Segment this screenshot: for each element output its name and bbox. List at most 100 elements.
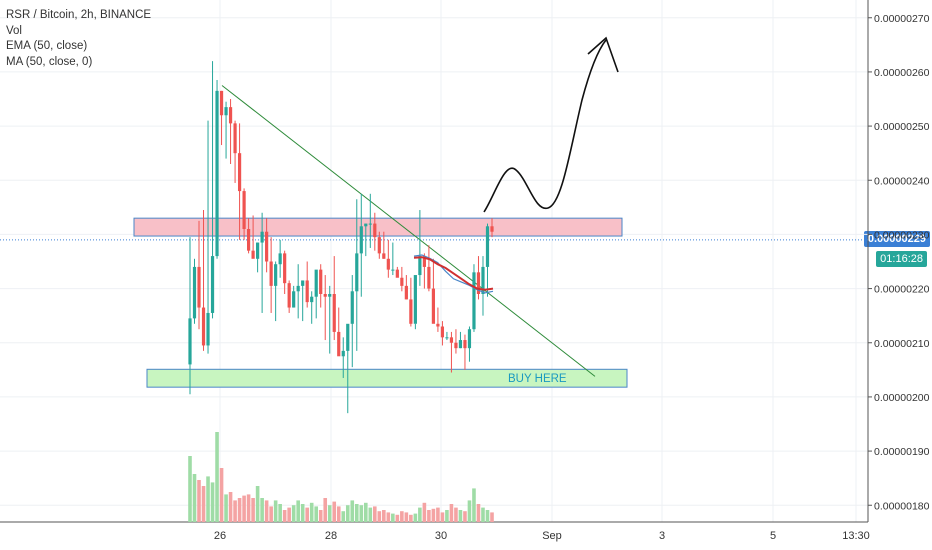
x-tick-label: 26: [214, 530, 226, 542]
volume-bar: [458, 510, 463, 522]
candle-body: [265, 231, 269, 262]
volume-bar: [336, 506, 341, 522]
volume-bar: [476, 504, 481, 522]
volume-bar: [449, 504, 454, 522]
volume-bar: [368, 507, 373, 522]
volume-bar: [206, 476, 210, 522]
volume-bar: [382, 510, 386, 522]
candle-body: [228, 107, 233, 124]
volume-bar: [251, 498, 255, 522]
volume-bar: [431, 508, 436, 522]
candle-body: [292, 291, 296, 308]
volume-bar: [354, 504, 359, 522]
volume-bar: [359, 505, 364, 522]
candle-body: [283, 253, 287, 284]
volume-bar: [210, 482, 215, 522]
volume-bar: [314, 506, 319, 522]
y-tick-label: 0.00000200: [874, 392, 930, 404]
ma-line: [413, 254, 494, 294]
candle-body: [355, 253, 359, 292]
legend-vol: Vol: [6, 24, 22, 37]
candle-body: [359, 226, 363, 254]
countdown-tag: 01:16:28: [876, 251, 927, 267]
y-tick-label: 0.00000220: [874, 284, 930, 296]
candle-body: [382, 253, 386, 259]
volume-bar: [242, 495, 246, 522]
volume-bar: [386, 512, 391, 522]
candle-body: [445, 337, 449, 339]
x-tick-label: Sep: [542, 530, 562, 542]
candle-body: [400, 277, 404, 286]
volume-bar: [282, 510, 287, 522]
candle-body: [404, 285, 408, 300]
descending-trendline: [221, 85, 596, 377]
volume-bar: [246, 494, 251, 522]
candle-body: [395, 269, 399, 278]
y-tick-label: 0.00000190: [874, 446, 930, 458]
candle-body: [463, 340, 467, 349]
volume-bar: [305, 507, 309, 522]
candle-body: [467, 329, 472, 349]
volume-bar: [436, 507, 440, 522]
volume-bar: [273, 500, 278, 522]
volume-bar: [422, 502, 427, 522]
volume-bar: [269, 506, 273, 522]
legend-ema: EMA (50, close): [6, 40, 88, 52]
candle-body: [201, 307, 206, 346]
volume-bar: [192, 474, 197, 522]
candle-body: [237, 153, 242, 192]
candle-body: [251, 250, 255, 259]
candle-body: [242, 191, 246, 229]
candle-body: [314, 269, 318, 297]
volume-bar: [296, 500, 300, 522]
candle-body: [458, 340, 463, 349]
candle-body: [481, 266, 485, 294]
candle-body: [296, 285, 300, 292]
candle-body: [278, 253, 282, 265]
legend-ma: MA (50, close, 0): [6, 55, 93, 68]
candle-body: [215, 90, 219, 257]
x-tick-label: 30: [435, 530, 447, 542]
candle-body: [206, 312, 210, 346]
candle-body: [233, 123, 237, 154]
volume-bar: [440, 512, 445, 522]
y-tick-label: 0.00000270: [874, 13, 930, 25]
volume-bar: [215, 432, 219, 522]
volume-bar: [467, 500, 472, 522]
y-tick-label: 0.00000250: [874, 121, 930, 133]
candle-body: [224, 107, 228, 116]
volume-bar: [341, 511, 346, 522]
volume-bar: [219, 468, 224, 522]
volume-bar: [350, 500, 355, 522]
resistance-zone: [133, 217, 623, 237]
candle-body: [476, 272, 481, 294]
chart-legend: RSR / Bitcoin, 2h, BINANCE Vol EMA (50, …: [6, 8, 151, 70]
volume-bar: [323, 498, 328, 522]
y-tick-label: 0.00000210: [874, 338, 930, 350]
candle-body: [350, 291, 354, 324]
projection-arrowhead: [587, 36, 619, 73]
candle-body: [377, 237, 381, 254]
volume-bar: [278, 504, 282, 522]
candle-body: [287, 283, 291, 308]
candle-body: [319, 269, 323, 294]
candle-body: [323, 294, 327, 297]
y-tick-label: 0.00000240: [874, 175, 930, 187]
buy-here-label: BUY HERE: [508, 373, 567, 385]
volume-bar: [418, 507, 422, 522]
candle-body: [337, 331, 341, 357]
candle-body: [328, 294, 332, 297]
volume-bar: [228, 492, 233, 522]
candle-body: [440, 326, 445, 338]
candle-body: [210, 256, 215, 313]
volume-bar: [300, 504, 305, 522]
candle-body: [305, 280, 309, 303]
candle-body: [188, 318, 192, 365]
volume-bar: [485, 510, 490, 522]
volume-bar: [327, 505, 332, 522]
x-tick-label: 5: [770, 530, 776, 542]
support-zone: [146, 368, 628, 388]
volume-bar: [287, 507, 291, 522]
volume-bar: [404, 512, 409, 522]
